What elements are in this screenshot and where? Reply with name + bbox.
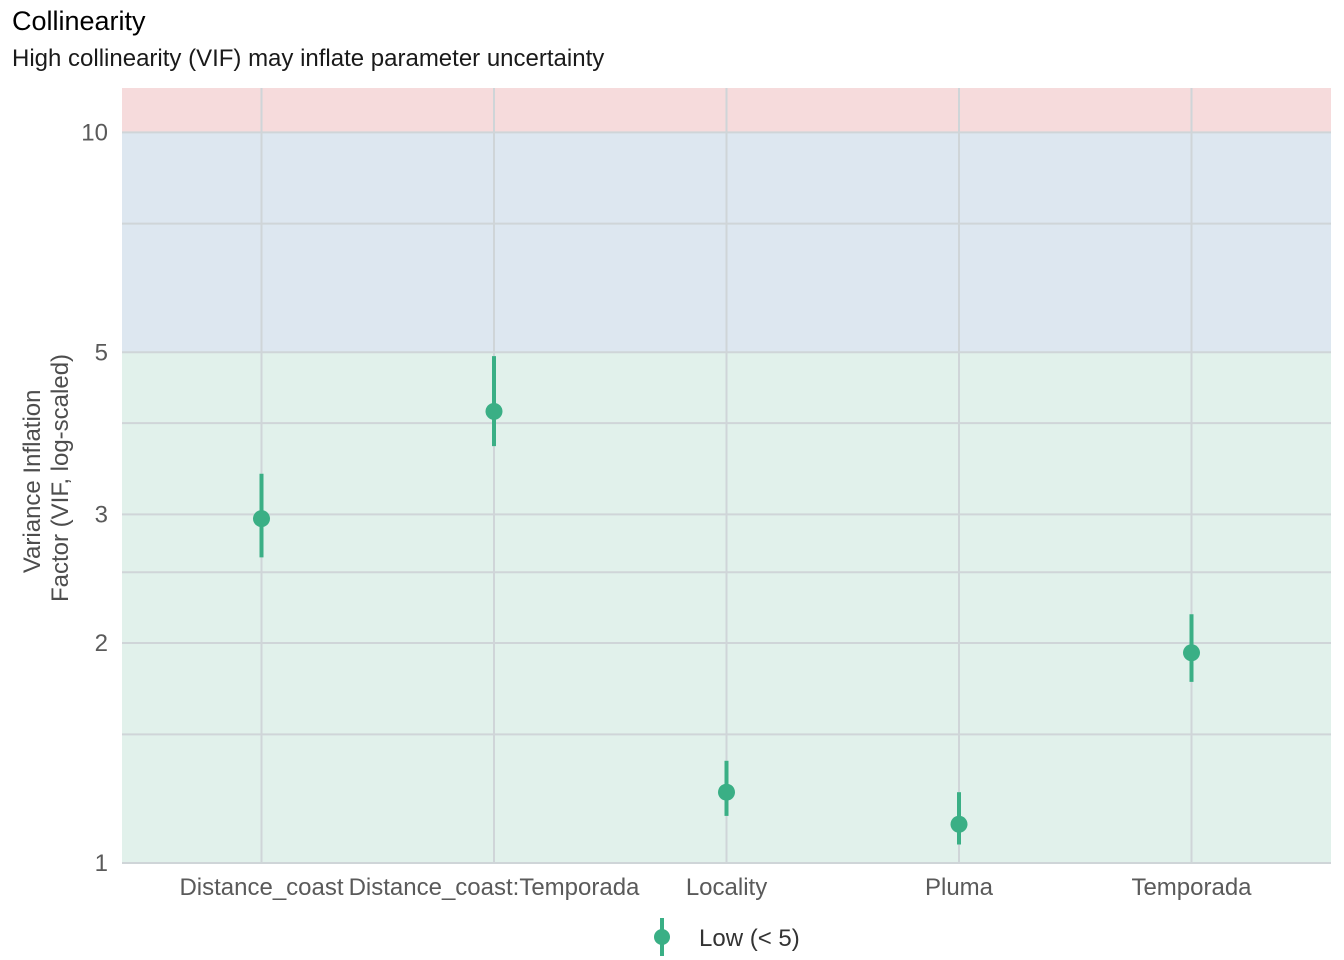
y-tick-labels: 1 2 3 5 10	[81, 119, 108, 877]
x-tick-label: Distance_coast:Temporada	[349, 874, 640, 901]
y-axis-title: Variance Inflation Factor (VIF, log-scal…	[19, 354, 74, 602]
x-tick-label: Temporada	[1131, 874, 1252, 901]
vif-point	[950, 815, 968, 833]
chart-subtitle: High collinearity (VIF) may inflate para…	[12, 45, 605, 72]
y-tick-label: 3	[95, 501, 108, 528]
legend: Low (< 5)	[654, 918, 800, 956]
x-tick-label: Locality	[686, 874, 767, 901]
x-tick-label: Pluma	[925, 874, 994, 901]
y-axis-title-line-1: Variance Inflation	[19, 390, 46, 574]
vif-point	[1183, 644, 1200, 662]
y-tick-label: 10	[81, 119, 108, 146]
legend-point-icon	[654, 929, 670, 945]
y-tick-label: 5	[95, 339, 108, 366]
chart-title: Collinearity	[12, 6, 146, 36]
vif-point	[485, 402, 503, 420]
y-tick-label: 2	[95, 630, 108, 657]
x-tick-label: Distance_coast	[179, 874, 343, 901]
x-tick-labels: Distance_coast Distance_coast:Temporada Lo…	[179, 874, 1252, 901]
legend-label: Low (< 5)	[699, 925, 800, 952]
vif-marks	[253, 356, 1200, 845]
vif-point	[718, 783, 735, 801]
vif-point	[253, 510, 270, 528]
y-axis-title-line-2: Factor (VIF, log-scaled)	[47, 354, 74, 602]
y-tick-label: 1	[95, 850, 108, 877]
